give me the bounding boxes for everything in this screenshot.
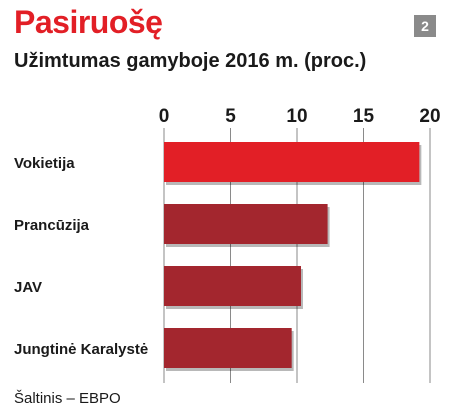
x-tick-label: 0 [159,106,170,127]
bar-3 [164,266,301,306]
category-label: JAV [14,279,42,296]
bar-2 [164,204,328,244]
chart-subtitle: Užimtumas gamyboje 2016 m. (proc.) [14,50,367,72]
x-tick-label: 15 [353,106,375,127]
bar-4 [164,328,292,368]
x-tick-label: 10 [286,106,307,127]
bar-1 [164,142,420,182]
chart: 0 5 10 15 20 Vokietija Prancūzija JAV Jungtinė K… [14,106,441,383]
page-badge: 2 [414,15,436,37]
bar-chart: 0 5 10 15 20 Vokietija Prancūzija JAV Jungtinė K… [14,106,441,383]
x-tick-label: 5 [225,106,236,127]
category-label: Jungtinė Karalystė [14,341,148,358]
category-label: Prancūzija [14,217,90,234]
chart-title: Pasiruošę [14,4,163,40]
x-tick-label: 20 [419,106,440,127]
source-note: Šaltinis – EBPO [14,390,121,407]
category-label: Vokietija [14,155,75,172]
